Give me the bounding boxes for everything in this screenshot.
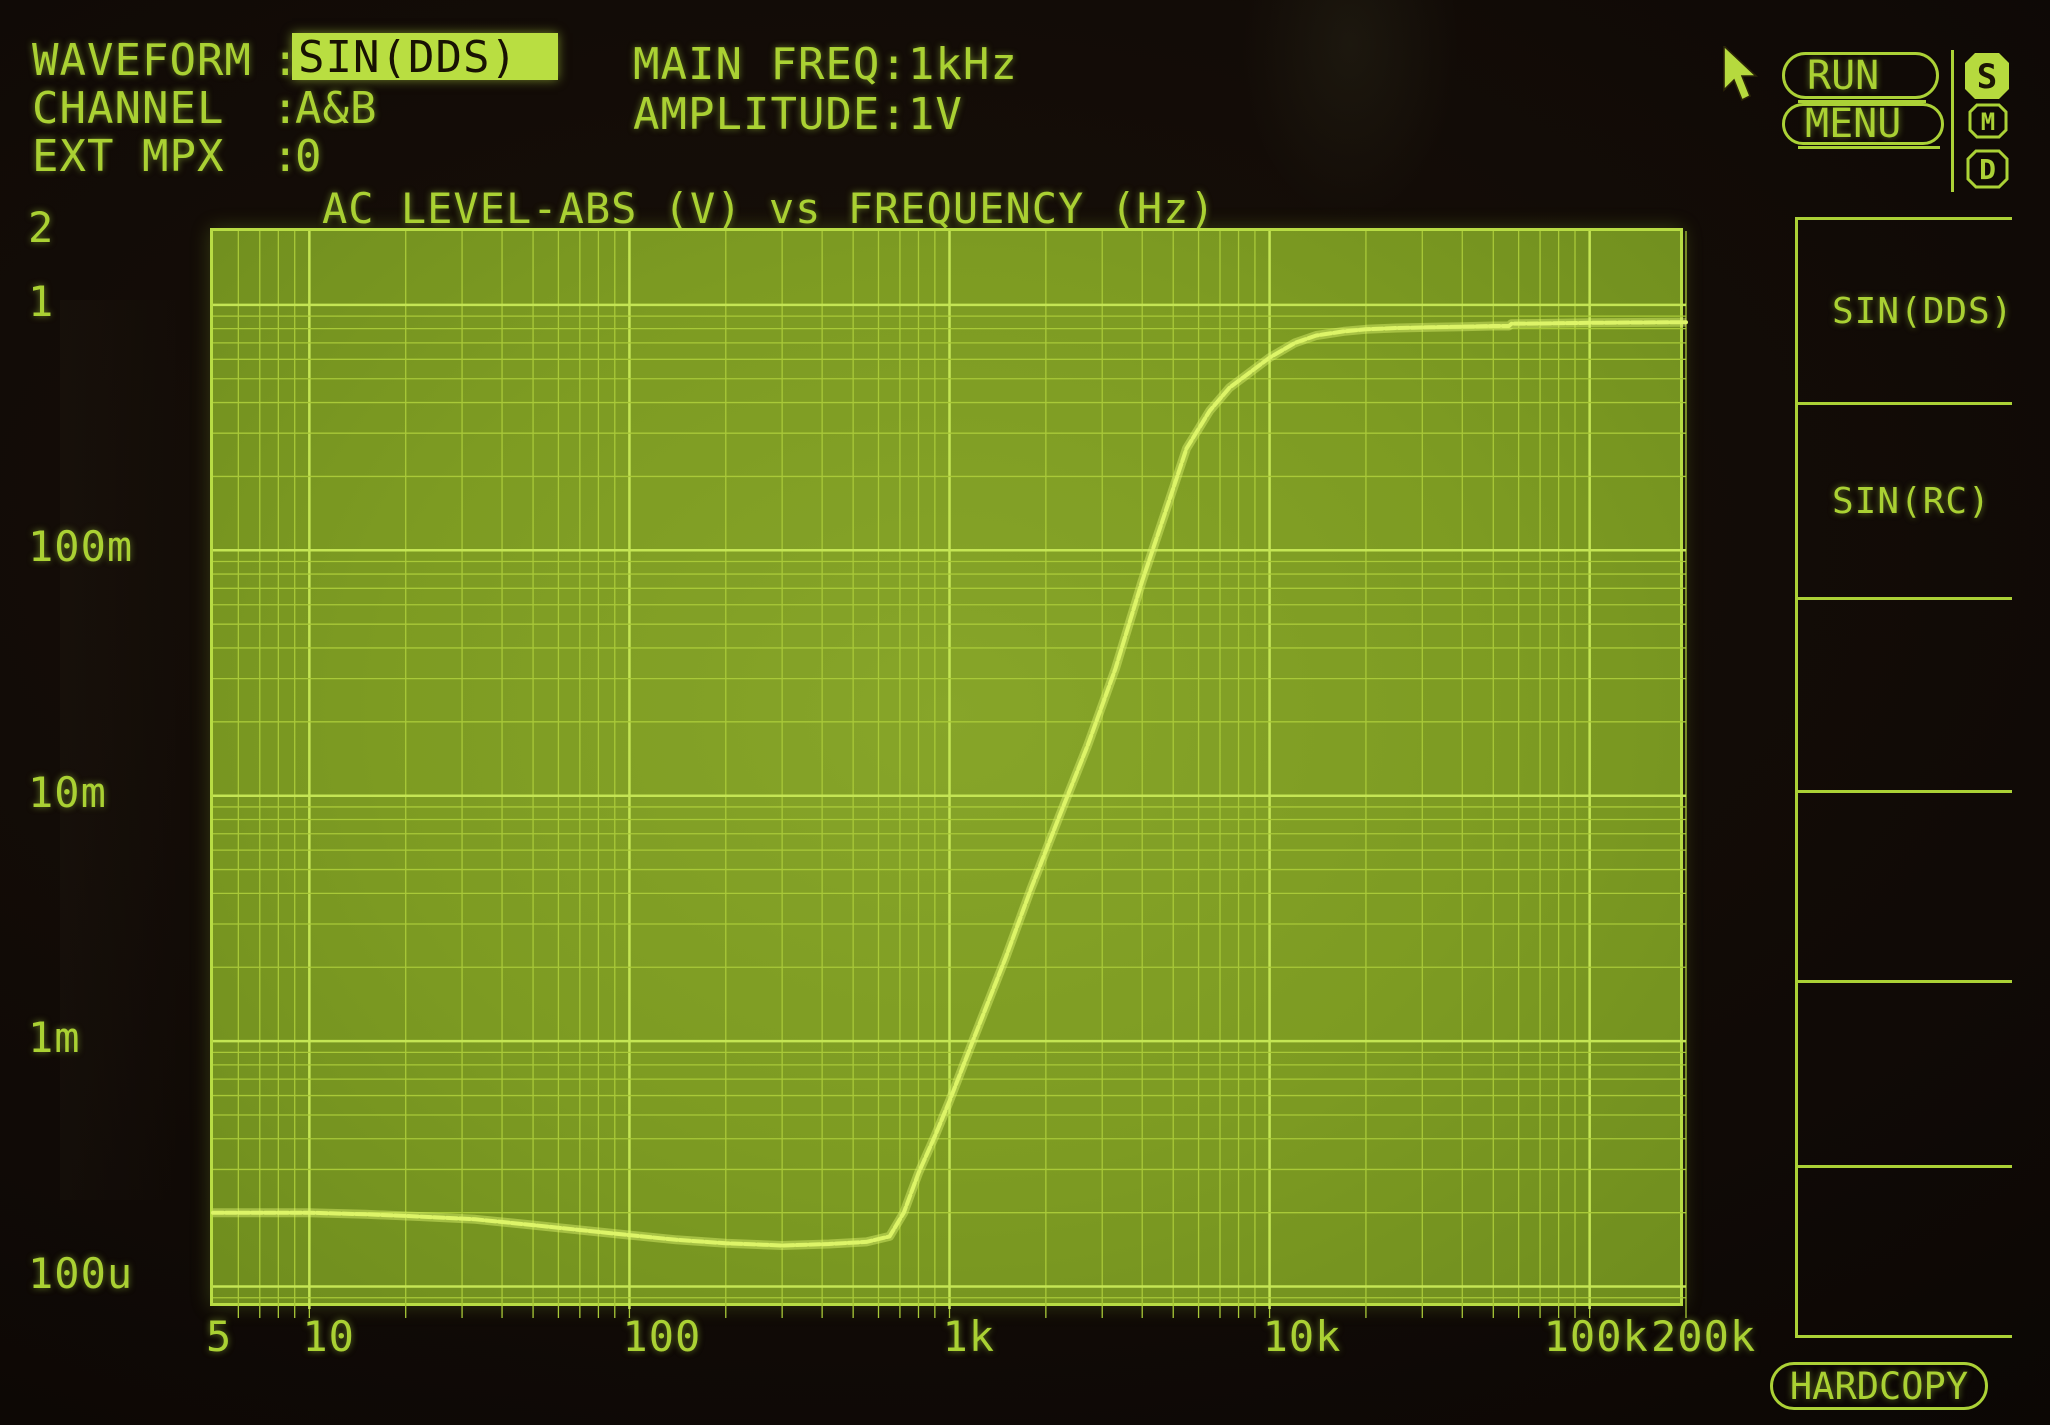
channel-colon: : [272, 83, 300, 134]
channel-value-field[interactable]: A&B [295, 83, 378, 134]
mode-badge-s-letter: S [1977, 57, 1997, 97]
run-button-label: RUN [1807, 52, 1880, 99]
x-tick-label: 100k [1543, 1312, 1649, 1361]
mode-badge-m-letter: M [1981, 108, 1995, 136]
x-tick-label: 10 [302, 1312, 355, 1361]
waveform-label: WAVEFORM [32, 35, 252, 86]
mode-badge-m[interactable]: M [1968, 103, 2008, 139]
x-tick-label: 5 [206, 1312, 233, 1361]
amplitude-colon: : [880, 89, 908, 140]
main-freq-value[interactable]: 1kHz [907, 39, 1018, 90]
y-tick-label: 1 [28, 276, 55, 326]
mode-badge-s[interactable]: S [1963, 51, 2011, 101]
x-tick-label: 100 [622, 1312, 702, 1361]
y-tick-label: 100m [28, 522, 134, 572]
hardcopy-button[interactable]: HARDCOPY [1770, 1362, 1988, 1410]
softkey-sin-dds[interactable]: SIN(DDS) [1795, 217, 2012, 402]
softkey-sin-rc[interactable]: SIN(RC) [1795, 402, 2012, 597]
softkey-blank-4[interactable] [1795, 1165, 2012, 1338]
crt-reflection [60, 300, 180, 1200]
measurement-trace [211, 320, 1688, 1248]
softkey-label: SIN(RC) [1832, 480, 1991, 522]
y-tick-label: 10m [28, 767, 107, 817]
softkey-blank-2[interactable] [1795, 790, 2012, 980]
x-tick-label: 10k [1262, 1312, 1342, 1361]
x-tick-label: 200k [1651, 1312, 1757, 1361]
run-underline [1798, 100, 1926, 103]
mode-badge-d-letter: D [1979, 153, 1996, 186]
channel-label: CHANNEL [32, 83, 225, 134]
grid-and-trace [211, 231, 1688, 1318]
x-tick-label: 1k [942, 1312, 996, 1361]
main-freq-colon: : [880, 39, 908, 90]
ext-mpx-value-field[interactable]: 0 [295, 131, 323, 182]
menu-underline [1798, 146, 1940, 149]
softkey-blank-1[interactable] [1795, 597, 2012, 790]
softkey-column: SIN(DDS) SIN(RC) [1795, 217, 2015, 1338]
menu-button-label: MENU [1805, 101, 1902, 147]
y-tick-label: 100u [28, 1248, 134, 1298]
amplitude-label: AMPLITUDE [633, 89, 881, 140]
softkey-blank-3[interactable] [1795, 980, 2012, 1165]
ext-mpx-label: EXT MPX [32, 131, 225, 182]
y-tick-label: 1m [28, 1013, 81, 1063]
main-freq-row: MAIN FREQ:1kHz [633, 42, 1018, 88]
status-separator [1951, 50, 1954, 192]
crt-reflection [1240, 0, 1460, 220]
ext-mpx-colon: : [272, 131, 300, 182]
chart-title: AC LEVEL-ABS (V) vs FREQUENCY (Hz) [322, 184, 1216, 233]
mode-badge-d[interactable]: D [1966, 149, 2009, 189]
amplitude-value[interactable]: 1V [907, 89, 963, 140]
mouse-cursor-icon [1723, 46, 1759, 102]
menu-button[interactable]: MENU [1782, 101, 1944, 147]
softkey-label: SIN(DDS) [1832, 290, 2014, 332]
run-button[interactable]: RUN [1782, 52, 1939, 99]
plot-area [210, 228, 1688, 1318]
amplitude-row: AMPLITUDE:1V [633, 92, 963, 138]
waveform-value-field[interactable]: SIN(DDS) [292, 33, 558, 81]
hardcopy-button-label: HARDCOPY [1789, 1364, 1969, 1408]
y-tick-label: 2 [28, 203, 55, 252]
main-freq-label: MAIN FREQ [633, 39, 881, 90]
